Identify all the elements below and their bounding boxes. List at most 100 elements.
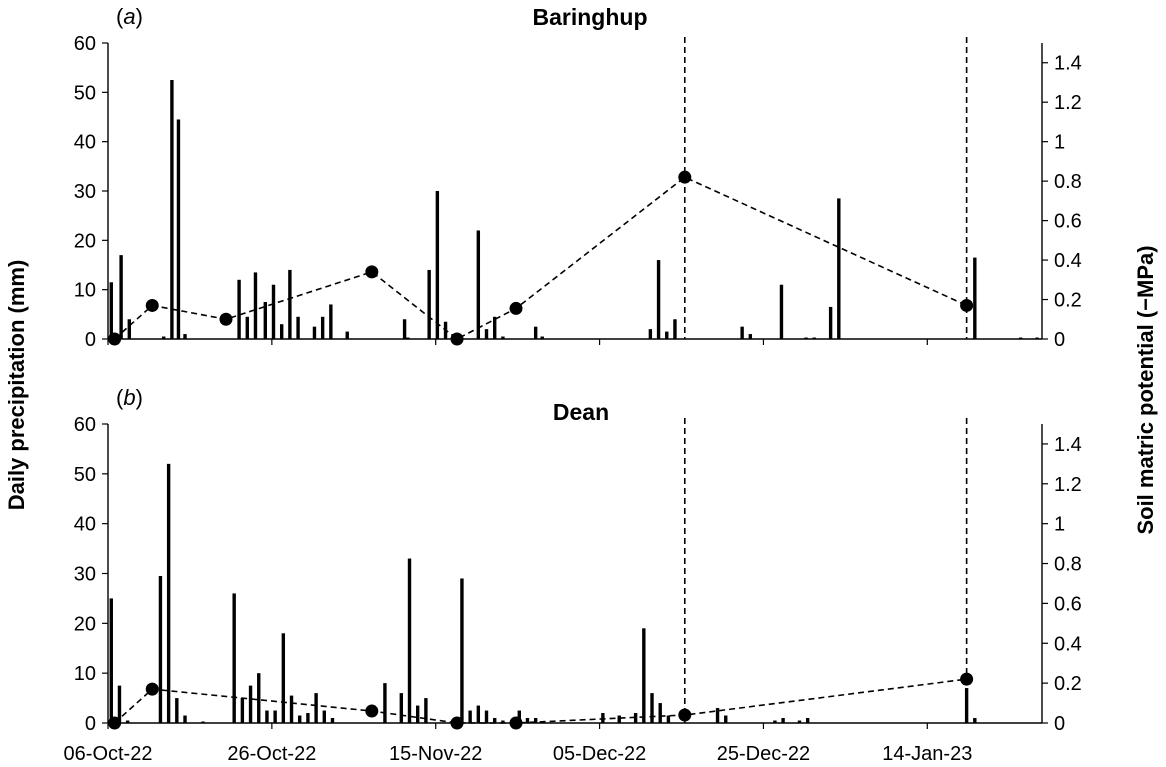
precip-bar (322, 710, 326, 723)
y-left-tick-label: 10 (74, 663, 96, 685)
precip-bar (232, 593, 236, 723)
matric-potential-point (145, 682, 159, 696)
precip-bar (973, 257, 977, 339)
x-tick-label: 26-Oct-22 (227, 743, 316, 765)
precip-bar (263, 302, 268, 339)
precip-bar (176, 119, 181, 339)
precip-bar (435, 191, 440, 339)
precip-bar (484, 710, 489, 723)
precip-bar (484, 329, 489, 339)
precip-bar (298, 715, 302, 723)
panel-a: (a) Baringhup 0 10 20 30 40 50 60 0 0.2 0.4 0.6 0.8… (74, 4, 1082, 351)
x-tick-label: 06-Oct-22 (64, 743, 153, 765)
precip-bar (973, 718, 977, 723)
precip-bar (279, 324, 284, 339)
precip-bar (170, 80, 174, 339)
matric-potential-point (145, 298, 159, 312)
x-tick-label: 14-Jan-23 (882, 743, 972, 765)
precip-bar (201, 721, 205, 723)
precip-bar (289, 695, 294, 723)
precip-bar (183, 715, 187, 723)
precip-bar (666, 715, 671, 723)
precip-bar (460, 578, 464, 723)
x-axis-labels: 06-Oct-22 26-Oct-22 15-Nov-22 05-Dec-22 25-D… (64, 743, 973, 765)
precip-bar (273, 710, 277, 723)
precip-bar (271, 284, 276, 339)
precip-bar (240, 698, 245, 723)
precip-bar (781, 718, 785, 723)
matric-potential-point (450, 332, 464, 346)
precip-bar (517, 710, 521, 723)
precip-bar (748, 334, 753, 339)
precip-bar (265, 710, 269, 723)
matric-potential-point (108, 332, 122, 346)
matric-potential-point (450, 716, 464, 730)
precip-bar (248, 685, 253, 723)
y-left-tick-label: 60 (74, 33, 96, 55)
precip-bar (237, 279, 241, 339)
precip-bar (773, 720, 777, 723)
precip-bar (245, 316, 249, 339)
precip-bar (345, 331, 349, 339)
precip-bar (320, 316, 325, 339)
precip-bar (658, 703, 662, 723)
precip-bar (329, 304, 333, 339)
panel-b-plot: 0 10 20 30 40 50 60 0 0.2 0.4 0.6 0.8 1 1.2 1.4 (74, 414, 1082, 735)
precip-bar (673, 319, 677, 339)
precip-bar (415, 705, 420, 723)
precip-bar (812, 337, 816, 339)
y-left-tick-label: 0 (85, 713, 96, 735)
precip-bar (166, 463, 171, 723)
precip-bar (501, 720, 505, 723)
panel-a-letter: (a) (116, 4, 143, 29)
precip-bar (312, 326, 317, 339)
y-right-tick-label: 0 (1054, 713, 1065, 735)
y-left-tick-label: 20 (74, 613, 96, 635)
x-tick-label: 25-Dec-22 (717, 743, 810, 765)
y-left-tick-label: 10 (74, 280, 96, 302)
precip-bar (642, 628, 646, 723)
precip-bar (533, 718, 538, 723)
y-right-tick-label: 0 (1054, 329, 1065, 351)
y-right-tick-label: 0.8 (1054, 554, 1082, 576)
y-left-tick-label: 30 (74, 564, 96, 586)
precip-bar (424, 698, 428, 723)
matric-potential-point (509, 716, 523, 730)
precip-bar (476, 705, 481, 723)
precip-bar (296, 316, 300, 339)
y-axis-right-title: Soil matric potential (−MPa) (1133, 245, 1158, 534)
panel-a-title: Baringhup (533, 4, 648, 30)
matric-potential-point (960, 298, 974, 312)
precip-bar (837, 198, 841, 339)
matric-potential-point (365, 704, 379, 718)
y-right-tick-label: 0.4 (1054, 633, 1082, 655)
precip-bar (665, 331, 669, 339)
precip-bar (828, 306, 833, 339)
precip-bar (740, 326, 744, 339)
y-right-tick-label: 1.2 (1054, 92, 1082, 114)
matric-potential-point (960, 672, 974, 686)
precip-bar (175, 698, 179, 723)
precip-bar (724, 715, 728, 723)
x-tick-label: 15-Nov-22 (389, 743, 482, 765)
precip-bar (314, 693, 318, 723)
precip-bar (656, 260, 661, 339)
precip-bar (501, 336, 505, 339)
precip-bar (715, 708, 720, 723)
precip-bar (533, 326, 538, 339)
precip-bar (964, 688, 969, 723)
y-left-tick-label: 20 (74, 230, 96, 252)
precip-bar (617, 715, 621, 723)
y-right-tick-label: 0.2 (1054, 290, 1082, 312)
precip-bar (288, 269, 292, 339)
precip-bar (493, 718, 497, 723)
y-left-tick-label: 40 (74, 132, 96, 154)
precip-bar (804, 337, 808, 339)
matric-potential-point (108, 716, 122, 730)
panel-b-letter: (b) (116, 385, 143, 410)
precip-bar (306, 713, 310, 723)
precip-bar (253, 272, 258, 339)
y-left-tick-label: 0 (85, 329, 96, 351)
y-right-tick-label: 0.2 (1054, 673, 1082, 695)
